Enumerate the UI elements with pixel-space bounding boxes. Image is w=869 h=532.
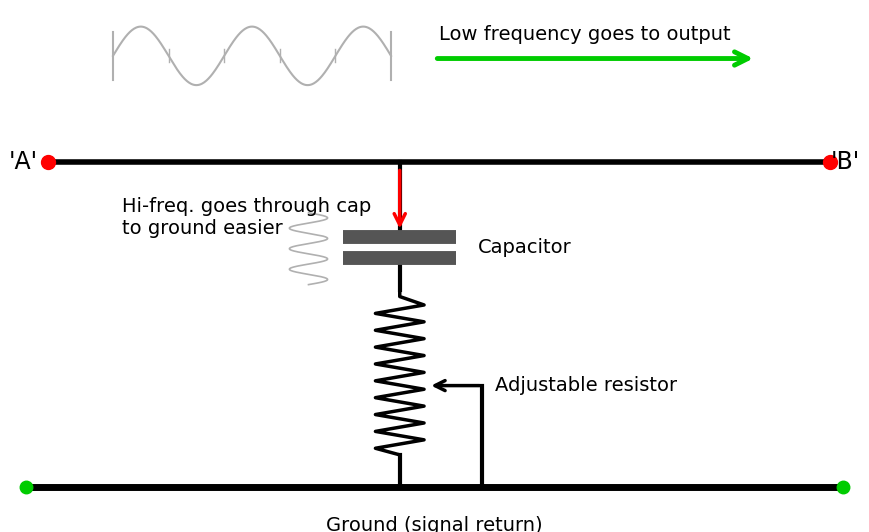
Text: Ground (signal return): Ground (signal return) (326, 516, 543, 532)
Text: Hi-freq. goes through cap
to ground easier: Hi-freq. goes through cap to ground easi… (122, 197, 371, 238)
Text: Low frequency goes to output: Low frequency goes to output (439, 25, 731, 44)
Text: Capacitor: Capacitor (478, 238, 572, 257)
Text: Adjustable resistor: Adjustable resistor (495, 376, 678, 395)
Text: 'B': 'B' (831, 150, 860, 174)
Text: 'A': 'A' (9, 150, 38, 174)
